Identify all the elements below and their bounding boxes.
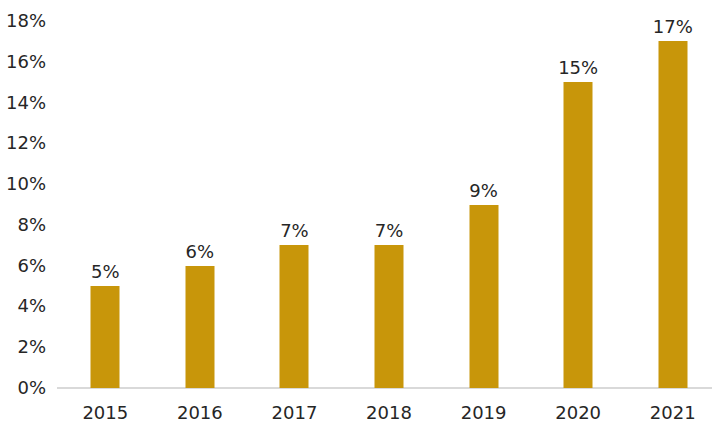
bar-2021 <box>658 41 687 388</box>
y-tick-label-16: 16% <box>0 52 46 72</box>
bar-2018 <box>375 245 404 388</box>
y-tick-label-6: 6% <box>0 256 46 276</box>
y-tick-label-12: 12% <box>0 133 46 153</box>
y-axis: 0% 2% 4% 6% 8% 10% 12% 14% 16% 18% <box>0 0 46 438</box>
y-tick-label-14: 14% <box>0 93 46 113</box>
bar-slot-2019: 9% <box>436 21 531 388</box>
data-label-2021: 17% <box>625 17 712 37</box>
y-tick-label-18: 18% <box>0 11 46 31</box>
bar-slot-2021: 17% <box>625 21 712 388</box>
bar-2020 <box>564 82 593 388</box>
y-tick-label-10: 10% <box>0 174 46 194</box>
bar-slot-2017: 7% <box>247 21 342 388</box>
data-label-2017: 7% <box>247 221 342 241</box>
y-tick-label-4: 4% <box>0 296 46 316</box>
plot-area: 5%6%7%7%9%15%17% <box>58 21 712 388</box>
bar-slot-2018: 7% <box>342 21 437 388</box>
x-label-2015: 2015 <box>58 402 153 424</box>
bar-chart: 0%2%4%6%8%10%12%14%16%18% 5%6%7%7%9%15%1… <box>0 0 712 438</box>
bar-slot-2020: 15% <box>531 21 626 388</box>
x-axis-labels: 2015201620172018201920202021 <box>58 402 712 424</box>
y-tick-label-2: 2% <box>0 337 46 357</box>
x-label-2018: 2018 <box>342 402 437 424</box>
bar-2017 <box>280 245 309 388</box>
y-tick-label-0: 0% <box>0 378 46 398</box>
data-label-2016: 6% <box>153 242 248 262</box>
bar-slot-2015: 5% <box>58 21 153 388</box>
y-tick-label-8: 8% <box>0 215 46 235</box>
x-label-2020: 2020 <box>531 402 626 424</box>
bar-slot-2016: 6% <box>153 21 248 388</box>
bar-2019 <box>469 205 498 389</box>
x-label-2021: 2021 <box>625 402 712 424</box>
data-label-2019: 9% <box>436 181 531 201</box>
bar-2015 <box>91 286 120 388</box>
data-label-2018: 7% <box>342 221 437 241</box>
x-label-2019: 2019 <box>436 402 531 424</box>
bar-2016 <box>185 266 214 388</box>
data-label-2020: 15% <box>531 58 626 78</box>
x-label-2017: 2017 <box>247 402 342 424</box>
data-label-2015: 5% <box>58 262 153 282</box>
x-label-2016: 2016 <box>153 402 248 424</box>
